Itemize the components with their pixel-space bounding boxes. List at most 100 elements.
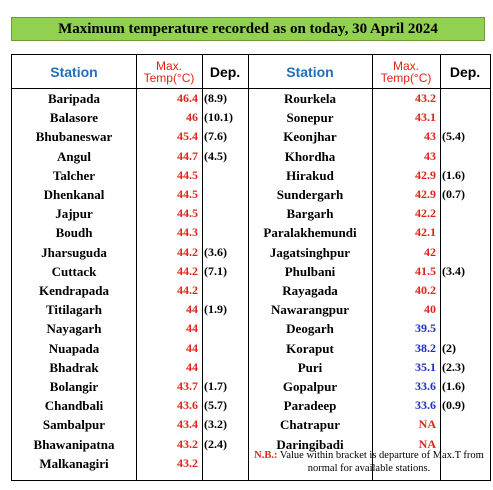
station-name: Bargarh [286, 206, 334, 222]
max-temp-value: 44.5 [177, 187, 198, 201]
column-divider [202, 55, 203, 480]
max-temp-value: 38.2 [415, 340, 436, 355]
departure-value [204, 185, 248, 204]
station-name: Hirakud [286, 167, 334, 183]
station-name: Talcher [52, 167, 96, 183]
station-name: Cuttack [51, 263, 97, 279]
station-name: Bhawanipatna [33, 436, 115, 452]
max-temp-value: 46 [186, 110, 198, 125]
max-temp-value: 33.6 [415, 379, 436, 393]
departure-value: (3.2) [204, 417, 227, 432]
station-name: Angul [57, 148, 91, 164]
station-name: Deogarh [286, 321, 334, 337]
max-temp-value: NA [418, 417, 436, 432]
departure-value: (3.4) [442, 263, 465, 278]
departure-value [204, 223, 248, 242]
station-name: Bhadrak [49, 359, 99, 375]
max-temp-value: 43.4 [177, 417, 198, 432]
temperature-table: Station Max. Temp(°C) Dep. Station Max. … [11, 54, 491, 481]
station-name: Jharsuguda [41, 244, 107, 260]
departure-value: (2) [442, 340, 456, 355]
station-name: Chatrapur [280, 417, 340, 433]
header-station-left: Station [50, 63, 98, 80]
station-name: Sambalpur [42, 417, 106, 433]
column-divider [372, 55, 373, 480]
max-temp-value: 35.1 [415, 359, 436, 374]
departure-value: (1.6) [442, 379, 465, 393]
max-temp-value: 44.2 [177, 263, 198, 278]
station-name: Jagatsinghpur [269, 244, 351, 260]
max-temp-value: 42.1 [415, 225, 436, 240]
max-temp-value: 45.4 [177, 129, 198, 144]
station-name: Nayagarh [46, 321, 102, 337]
header-divider [12, 88, 490, 89]
column-divider [248, 55, 249, 480]
max-temp-value: 44.3 [177, 225, 198, 240]
departure-value: (10.1) [204, 110, 233, 125]
max-temp-value: 43.2 [177, 436, 198, 451]
departure-value [204, 281, 248, 300]
max-temp-value: 39.5 [415, 321, 436, 336]
station-name: Boudh [55, 225, 93, 241]
max-temp-value: 41.5 [415, 263, 436, 278]
footnote-label: N.B.: [254, 450, 278, 461]
departure-value: (2.4) [204, 436, 227, 451]
station-name: Kendrapada [38, 283, 110, 298]
station-name: Khordha [284, 148, 336, 164]
station-name: Paralakhemundi [263, 225, 357, 241]
departure-value [442, 89, 490, 108]
departure-value [442, 243, 490, 262]
max-temp-value: 43.2 [415, 91, 436, 105]
header-dep-left: Dep. [209, 63, 241, 80]
departure-value: (5.4) [442, 129, 465, 144]
header-max-label: Max. [155, 58, 182, 73]
station-name: Phulbani [284, 263, 336, 279]
departure-value: (7.1) [204, 263, 227, 278]
departure-value: (1.6) [442, 167, 465, 182]
station-name: Baripada [47, 91, 100, 106]
max-temp-value: 43.2 [177, 455, 198, 470]
header-temp-label: Temp(°C) [143, 70, 195, 85]
max-temp-value: 43.1 [415, 110, 436, 125]
departure-value: (8.9) [204, 91, 227, 105]
max-temp-value: 40 [424, 302, 436, 317]
max-temp-value: 42 [424, 244, 436, 259]
footnote: N.B.: Value within bracket is departure … [248, 449, 490, 475]
max-temp-value: 43 [424, 148, 436, 163]
station-name: Bolangir [49, 379, 99, 394]
station-name: Gopalpur [282, 379, 338, 394]
departure-value [204, 204, 248, 223]
max-temp-value: 46.4 [177, 91, 198, 105]
station-name: Daringibadi [276, 436, 344, 452]
header-temp-label: Temp(°C) [380, 70, 432, 85]
departure-value: (2.3) [442, 359, 465, 374]
station-name: Puri [297, 359, 323, 375]
departure-value [442, 147, 490, 166]
max-temp-value: 44.2 [177, 244, 198, 259]
station-name: Keonjhar [283, 129, 337, 145]
max-temp-value: 44.5 [177, 206, 198, 221]
departure-value [442, 108, 490, 127]
departure-value: (0.9) [442, 398, 465, 413]
header-max-temp-left: Max. Temp(°C) [136, 55, 202, 88]
departure-value: (1.7) [204, 379, 227, 393]
departure-value [442, 435, 490, 454]
departure-value [442, 319, 490, 338]
station-name: Nuapada [48, 340, 100, 356]
max-temp-value: 42.9 [415, 167, 436, 182]
station-name: Titilagarh [45, 302, 103, 318]
departure-value [204, 358, 248, 377]
departure-value: (3.6) [204, 244, 227, 259]
departure-value: (5.7) [204, 398, 227, 413]
max-temp-value: 43.6 [177, 398, 198, 413]
station-name: Sonepur [286, 110, 334, 126]
max-temp-value: 40.2 [415, 283, 436, 297]
footnote-text: Value within bracket is departure of Max… [279, 450, 484, 474]
departure-value [204, 339, 248, 358]
departure-value: (7.6) [204, 129, 227, 144]
departure-value: (1.9) [204, 302, 227, 317]
max-temp-value: 44 [186, 359, 198, 374]
max-temp-value: 43 [424, 129, 436, 144]
departure-value [442, 223, 490, 242]
departure-value [442, 415, 490, 434]
